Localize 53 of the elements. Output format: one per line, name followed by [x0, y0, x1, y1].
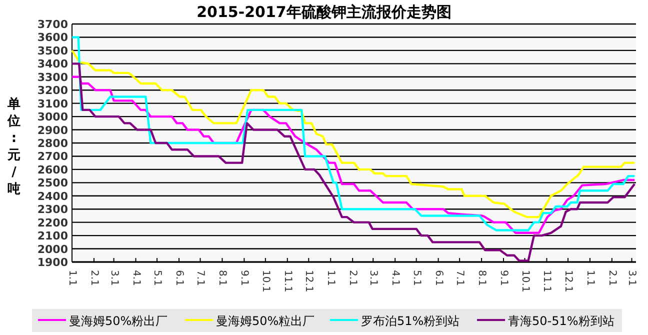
legend-label: 罗布泊51%粉到站 — [361, 314, 460, 328]
x-tick-label: 9.1 — [498, 270, 510, 286]
x-tick-label: 7.1 — [454, 270, 466, 286]
x-tick-label: 11.1 — [541, 270, 552, 292]
y-tick-label: 3200 — [37, 84, 68, 98]
x-tick-label: 12.1 — [562, 270, 574, 292]
y-tick-label: 3700 — [37, 18, 68, 31]
y-tick-label: 1900 — [37, 256, 68, 269]
x-tick-label: 5.1 — [152, 270, 163, 286]
y-tick-label: 2200 — [37, 216, 68, 230]
y-tick-label: 2800 — [37, 137, 68, 150]
x-tick-label: 2.1 — [88, 270, 100, 286]
legend-label: 青海50-51%粉到站 — [508, 314, 614, 328]
y-tick-label: 2300 — [37, 203, 68, 216]
x-tick-label: 5.1 — [410, 270, 422, 286]
y-tick-label: 2100 — [37, 230, 68, 243]
y-tick-label: 3000 — [37, 110, 68, 124]
y-tick-label: 2400 — [37, 190, 68, 203]
y-tick-label: 2000 — [37, 242, 68, 256]
line-series — [70, 76, 636, 234]
x-tick-label: 4.1 — [130, 270, 142, 286]
y-tick-label: 2900 — [37, 124, 68, 137]
x-tick-label: 7.1 — [194, 270, 206, 286]
chart-title: 2015-2017年硫酸钾主流报价走势图 — [196, 3, 452, 21]
legend-label: 曼海姆50%粒出厂 — [216, 314, 315, 328]
x-tick-label: 8.1 — [216, 270, 228, 286]
x-tick-label: 1.1 — [584, 270, 596, 286]
x-tick-label: 6.1 — [173, 270, 184, 286]
y-tick-label: 3100 — [37, 97, 68, 110]
y-tick-label: 3500 — [37, 44, 68, 58]
y-tick-label: 2600 — [37, 163, 68, 176]
y-tick-label: 3300 — [37, 70, 68, 84]
y-tick-label: 3600 — [37, 31, 68, 44]
y-tick-label: 2500 — [37, 176, 68, 190]
x-tick-label: 3.1 — [108, 270, 120, 286]
x-tick-label: 1.1 — [66, 270, 78, 286]
x-tick-label: 6.1 — [432, 270, 444, 286]
x-tick-label: 11.1 — [282, 270, 293, 292]
x-tick-label: 2.1 — [606, 270, 618, 286]
x-tick-label: 10.1 — [260, 270, 271, 292]
x-tick-label: 4.1 — [390, 270, 401, 286]
x-tick-label: 8.1 — [476, 270, 488, 286]
x-tick-label: 10.1 — [519, 270, 530, 292]
y-tick-label: 3400 — [37, 58, 68, 71]
x-tick-label: 12.1 — [303, 270, 314, 292]
x-tick-label: 1.1 — [325, 270, 336, 286]
legend-label: 曼海姆50%粉出厂 — [69, 314, 168, 328]
x-tick-label: 3.1 — [626, 270, 638, 286]
x-tick-label: 2.1 — [347, 270, 358, 286]
y-tick-label: 2700 — [37, 150, 68, 164]
y-axis-title: 单位:元/吨 — [6, 96, 20, 197]
x-tick-label: 9.1 — [238, 270, 250, 286]
x-tick-label: 3.1 — [368, 270, 379, 286]
